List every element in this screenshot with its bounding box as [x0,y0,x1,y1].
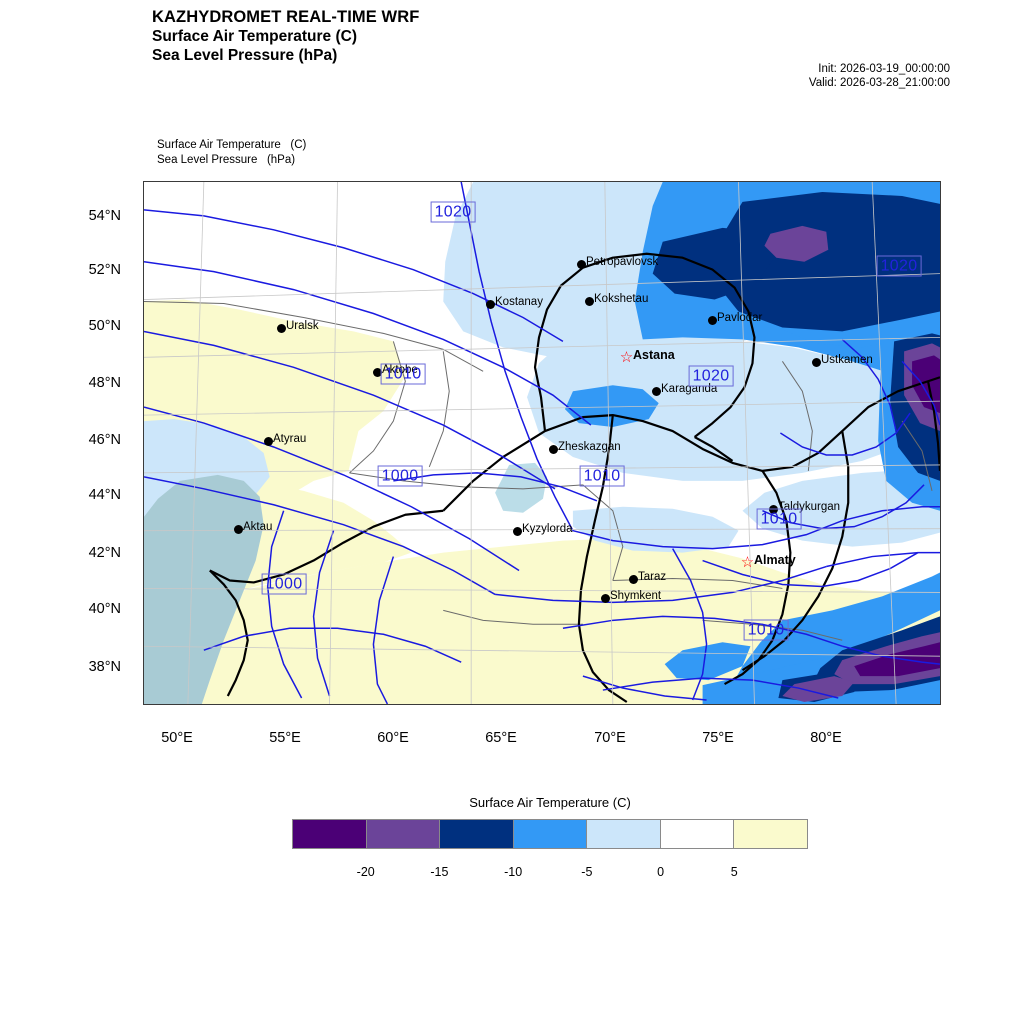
city-label: Atyrau [273,432,307,445]
weather-map[interactable]: Petropavlovsk Kostanay Kokshetau Pavlodar ☆ A… [143,181,941,705]
colorbar-swatch-3 [513,820,588,848]
colorbar-title: Surface Air Temperature (C) [469,795,631,810]
city-label: Kostanay [495,295,543,308]
temp-band-minus10-to-minus5-se-ridge [732,572,940,691]
city-label: Pavlodar [717,311,763,324]
temp-band-below-minus20-east [912,355,940,414]
longitude-label: 50°E [161,730,193,746]
graticule-lines [144,182,940,704]
city-label: Almaty [754,553,796,567]
city-label: Zheskazgan [558,440,621,453]
longitude-label: 55°E [269,730,301,746]
city-label: Kyzylorda [522,522,573,535]
isobar-label: 1020 [876,255,922,277]
latitude-label: 52°N [88,262,121,278]
city-label: Taldykurgan [778,500,841,513]
capital-star-icon: ☆ [740,553,755,571]
title-subline-pressure: Sea Level Pressure (hPa) [152,47,338,64]
city-dot-icon [372,367,382,377]
isobar-label: 1000 [261,573,307,595]
capital-star-icon: ☆ [619,348,634,366]
city-dot-icon [548,444,558,454]
colorbar[interactable] [292,819,808,849]
valid-time-label: Valid: 2026-03-28_21:00:00 [808,76,950,89]
city-dot-icon [811,357,821,367]
isobar-label: 1010 [743,619,789,641]
isobar-label: 1010 [380,363,426,385]
isobar-label: 1010 [756,508,802,530]
city-label: Astana [633,348,675,362]
temp-band-minus20-to-minus15-se2 [782,676,855,703]
forecast-timestamp-block: Init: 2026-03-19_00:00:00 Valid: 2026-03… [700,63,950,90]
city-dot-icon [576,259,586,269]
longitude-label: 75°E [702,730,734,746]
city-label: Taraz [638,570,667,583]
colorbar-swatch-6 [734,820,808,848]
city-dot-icon [276,323,286,333]
longitude-label: 65°E [485,730,517,746]
city-label: Aktobe [382,363,418,376]
longitude-label: 60°E [377,730,409,746]
colorbar-tick-label: -10 [504,865,523,879]
city-dot-icon [584,296,594,306]
colorbar-swatch-4 [587,820,661,848]
page-title: KAZHYDROMET REAL-TIME WRF [152,8,420,26]
temp-band-minus15-to-minus10-ne [714,191,940,332]
city-dot-icon [651,386,661,396]
city-label: Shymkent [610,589,662,602]
city-dot-icon [512,526,522,536]
temp-band-minus5-to-0-central [527,337,940,481]
colorbar-swatch-5 [660,820,735,848]
latitude-label: 42°N [88,545,121,561]
longitude-label: 70°E [594,730,626,746]
colorbar-tick-label: 0 [657,865,665,879]
latitude-label: 40°N [88,601,121,617]
admin-boundaries-minor [144,301,933,641]
latitude-label: 44°N [88,487,121,503]
isobar-label: 1010 [579,465,625,487]
latitude-label: 50°N [88,318,121,334]
colorbar-tick-label: -5 [581,865,593,879]
city-label: Uralsk [286,319,319,332]
map-subtitle-pressure: Sea Level Pressure (hPa) [157,153,296,166]
temp-band-minus20-to-minus15-ne [764,225,829,262]
init-time-label: Init: 2026-03-19_00:00:00 [818,63,950,75]
city-dot-icon [233,524,243,534]
latitude-label: 38°N [88,659,121,675]
city-dot-icon [628,574,638,584]
isobar-label: 1020 [688,365,734,387]
isobar-label: 1020 [430,201,476,223]
colorbar-tick-label: -20 [356,865,375,879]
longitude-label: 80°E [810,730,842,746]
city-label: Aktau [243,520,273,533]
map-render-canvas [144,182,940,704]
temp-band-minus5-to-0-east [742,468,940,547]
colorbar-swatch-1 [366,820,441,848]
city-dot-icon [263,436,273,446]
colorbar-tick-layer: -20 -15 -10 -5 0 5 [292,852,808,879]
colorbar-tick-label: 5 [730,865,738,879]
map-subtitle-temperature: Surface Air Temperature (C) [157,139,307,151]
city-marker-layer: Petropavlovsk Kostanay Kokshetau Pavlodar ☆ A… [144,182,940,704]
colorbar-tick-label: -15 [430,865,449,879]
city-label: Kokshetau [594,292,649,305]
colorbar-swatch-2 [440,820,514,848]
city-label: Petropavlovsk [586,255,659,268]
isobar-label-layer: 1020 1020 1020 1010 1000 1010 1010 1000 1010 [144,182,940,704]
temp-band-minus10-to-minus5-se2 [664,642,751,681]
city-dot-icon [707,315,717,325]
colorbar-swatch-0 [293,820,367,848]
city-dot-icon [600,593,610,603]
latitude-label: 54°N [88,208,121,224]
latitude-label: 48°N [88,375,121,391]
city-dot-icon [485,299,495,309]
title-subline-temperature: Surface Air Temperature (C) [152,28,357,45]
latitude-label: 46°N [88,432,121,448]
isobar-label: 1000 [377,465,423,487]
title-block: KAZHYDROMET REAL-TIME WRF Surface Air Te… [152,8,792,65]
city-label: Ustkamen [821,353,873,366]
map-subtitle-block: Surface Air Temperature (C) Sea Level Pr… [157,138,306,167]
isobar-contours [144,182,940,704]
